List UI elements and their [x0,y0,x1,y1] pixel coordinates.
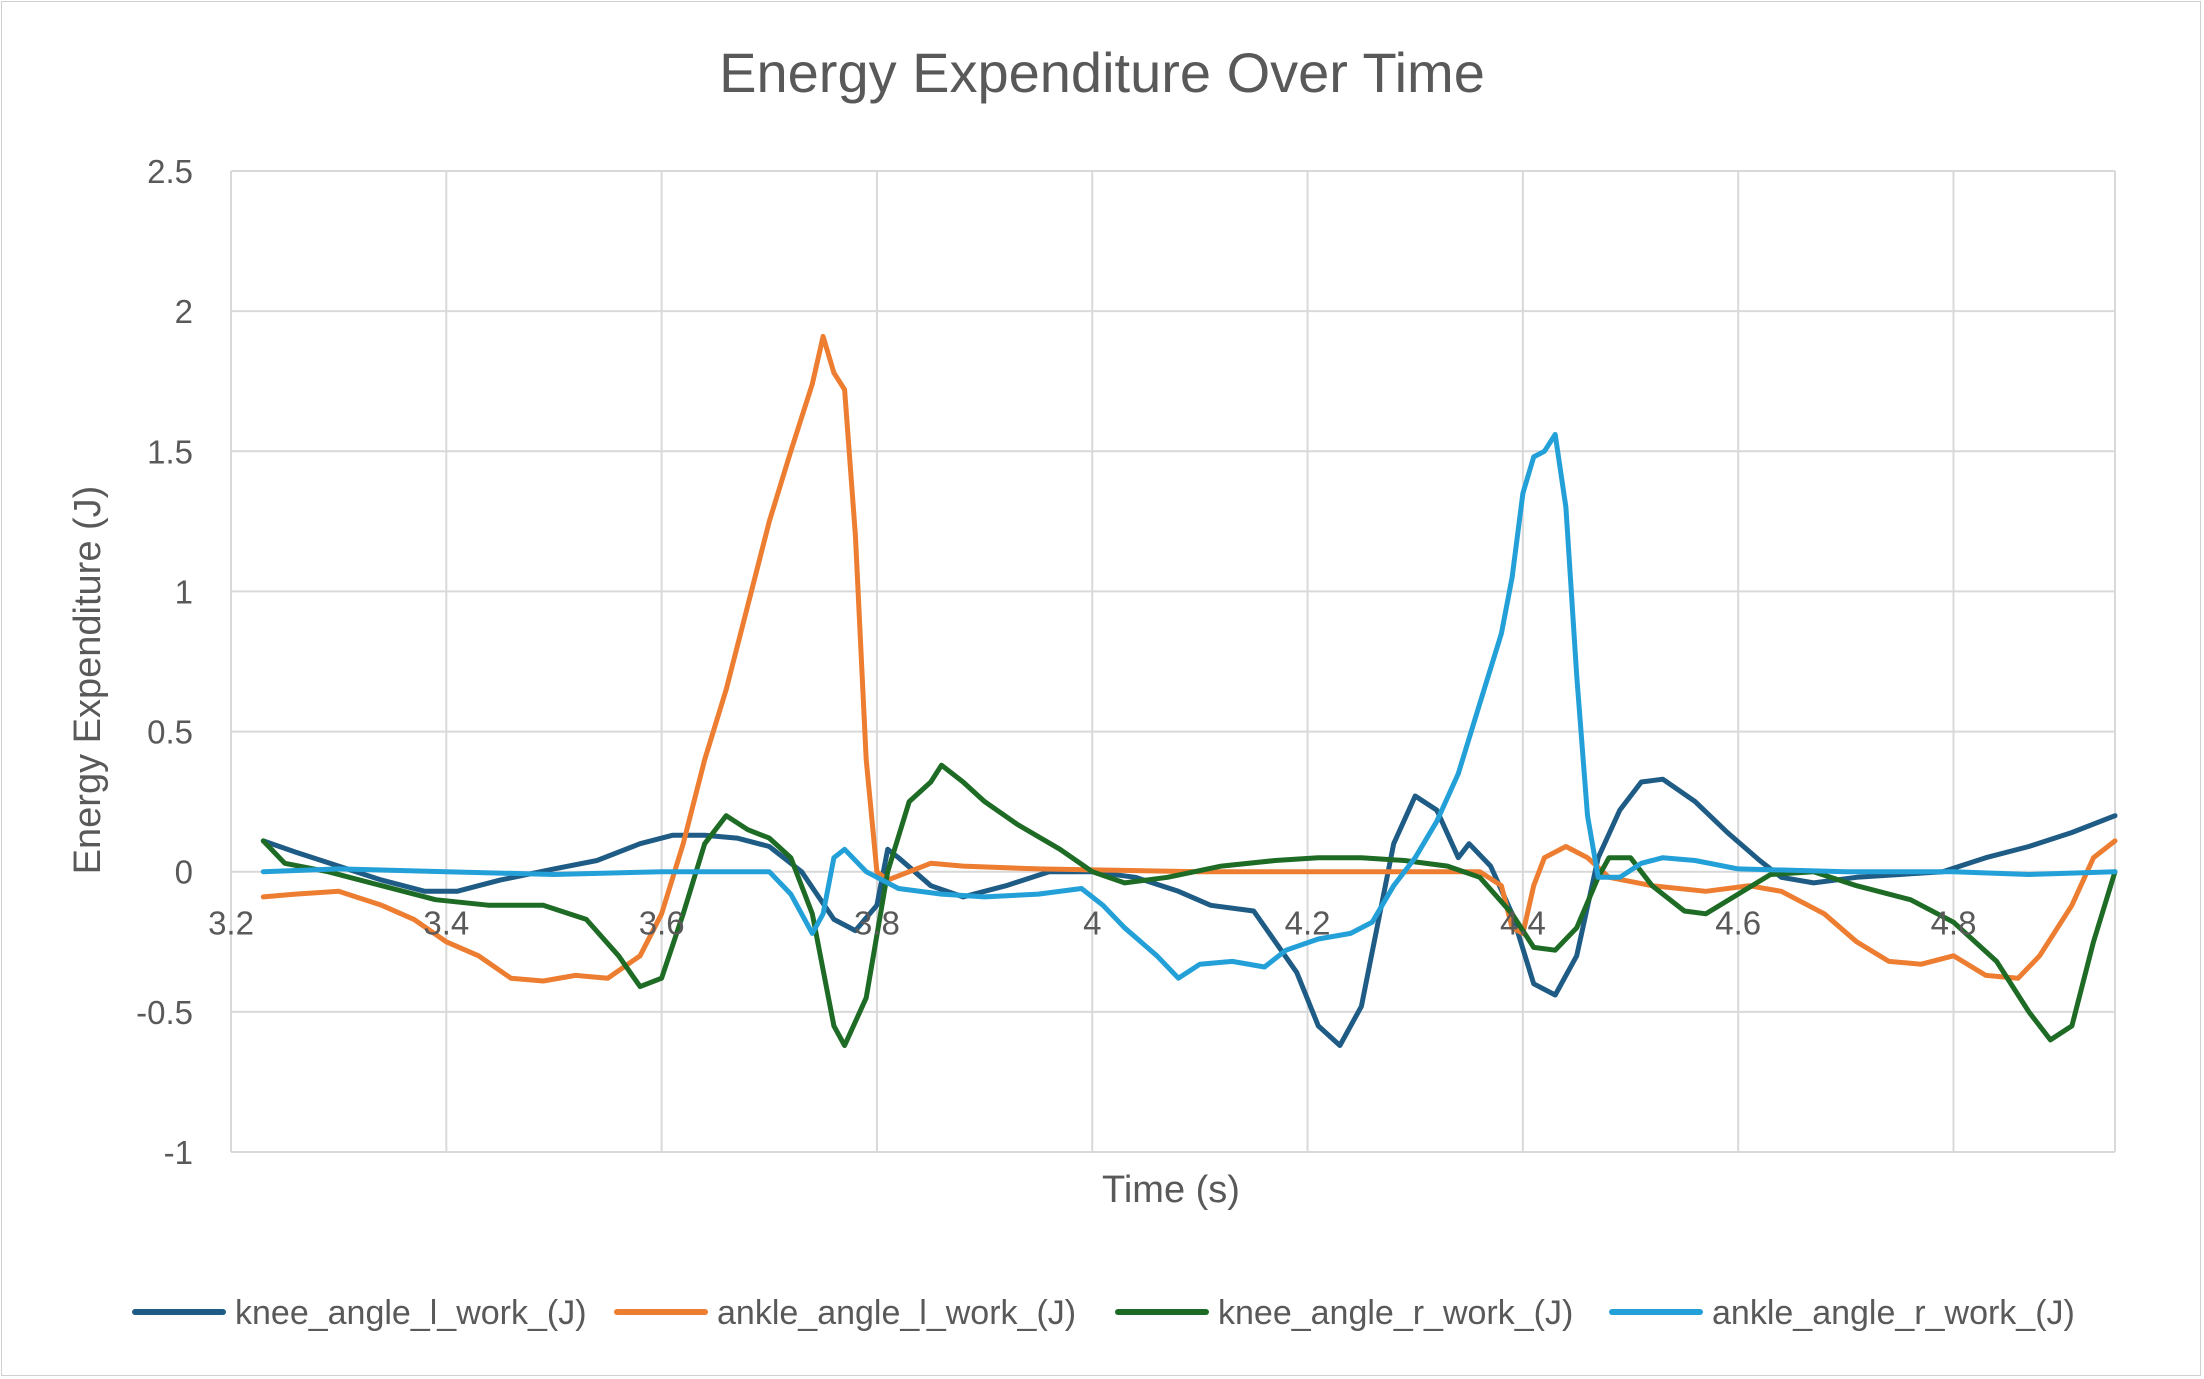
y-tick-label: 2 [175,293,193,330]
x-tick-label: 4 [1083,905,1101,942]
legend-label-2: ankle_angle_l_work_(J) [717,1294,1076,1332]
legend: knee_angle_l_work_(J) ankle_angle_l_work_… [132,1294,2075,1332]
series-line-2 [260,333,2118,984]
legend-label-3: knee_angle_r_work_(J) [1218,1294,1573,1332]
legend-label-1: knee_angle_l_work_(J) [235,1294,587,1332]
series-line-4 [260,432,2118,981]
grid-layer [230,170,2116,1153]
x-tick-label: 3.8 [854,905,900,942]
x-tick-label: 4.6 [1715,905,1761,942]
x-axis-label: Time (s) [1102,1169,1240,1211]
y-tick-label: 1 [175,573,193,610]
chart-title: Energy Expenditure Over Time [719,41,1485,104]
series-line-1 [260,776,2118,1048]
x-tick-label: 4.4 [1500,905,1546,942]
y-tick-label: -1 [164,1134,193,1171]
y-tick-label: -0.5 [136,994,193,1031]
y-tick-label: 0 [175,854,193,891]
series-layer [260,333,2118,1048]
x-tick-label: 3.2 [208,905,254,942]
y-tick-label: 1.5 [147,433,193,470]
x-tick-label: 4.2 [1285,905,1331,942]
x-tick-label: 3.4 [423,905,469,942]
x-tick-label: 4.8 [1931,905,1977,942]
y-tick-label: 0.5 [147,714,193,751]
legend-label-4: ankle_angle_r_work_(J) [1712,1294,2075,1332]
x-tick-labels: 3.2 3.4 3.6 3.8 4 4.2 4.4 4.6 4.8 [208,905,1976,942]
x-tick-label: 3.6 [639,905,685,942]
y-axis-label: Energy Expenditure (J) [67,486,109,875]
y-tick-label: 2.5 [147,153,193,190]
series-line-3 [260,762,2118,1048]
y-tick-labels: 2.5 2 1.5 1 0.5 0 -0.5 -1 [136,153,193,1171]
